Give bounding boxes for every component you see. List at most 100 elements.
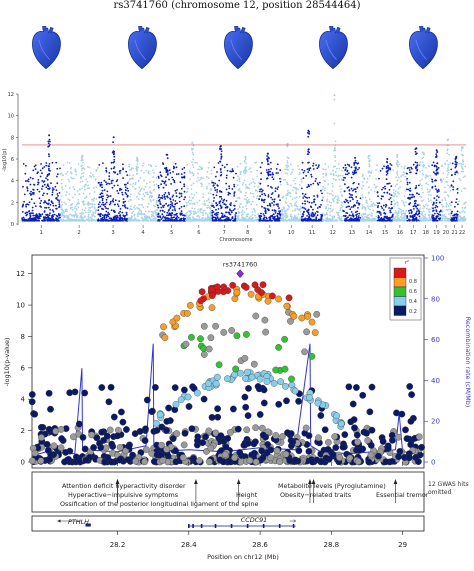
manhattan-point (271, 198, 274, 201)
manhattan-point (458, 200, 461, 203)
manhattan-point (259, 166, 262, 169)
manhattan-point (197, 210, 200, 213)
manhattan-point (61, 203, 63, 206)
manhattan-point (82, 175, 85, 178)
manhattan-point (100, 192, 103, 195)
manhattan-point (324, 214, 327, 216)
manhattan-point (170, 214, 173, 217)
snp-point (273, 447, 281, 455)
manhattan-point (403, 219, 406, 222)
manhattan-point (459, 218, 462, 221)
recombination-y-label: Recombination rate (cM/Mb) (464, 317, 472, 408)
snp-point (46, 456, 54, 463)
manhattan-point (376, 191, 379, 193)
manhattan-point (321, 199, 324, 202)
manhattan-point (119, 219, 122, 222)
manhattan-point (229, 209, 232, 212)
snp-point (90, 444, 97, 451)
manhattan-point (176, 189, 178, 191)
manhattan-point (253, 209, 256, 211)
manhattan-point (308, 219, 310, 222)
manhattan-point (294, 182, 297, 185)
manhattan-point (48, 167, 50, 170)
manhattan-point (314, 180, 317, 183)
manhattan-point (451, 210, 453, 213)
manhattan-point (94, 178, 97, 181)
manhattan-point (202, 177, 204, 180)
manhattan-point (316, 194, 319, 197)
manhattan-point (101, 207, 103, 210)
manhattan-point (292, 168, 294, 171)
manhattan-point (122, 163, 124, 166)
manhattan-point (36, 172, 39, 175)
manhattan-point (296, 217, 299, 220)
manhattan-point (159, 197, 162, 199)
manhattan-point (273, 198, 276, 201)
manhattan-point (114, 203, 116, 206)
manhattan-point (74, 193, 76, 196)
manhattan-point (68, 193, 71, 195)
manhattan-point (98, 196, 101, 199)
manhattan-point (353, 181, 355, 184)
manhattan-point (52, 214, 54, 216)
manhattan-point (294, 202, 297, 205)
manhattan-point (107, 215, 110, 218)
manhattan-point (43, 180, 46, 183)
manhattan-point (110, 182, 113, 185)
manhattan-point (348, 192, 351, 195)
manhattan-point (263, 214, 266, 217)
manhattan-point (192, 210, 195, 213)
manhattan-point (386, 172, 389, 175)
manhattan-point (33, 202, 36, 205)
manhattan-point (303, 210, 305, 213)
snp-point (412, 454, 420, 461)
manhattan-point (441, 210, 444, 213)
manhattan-point (235, 214, 238, 217)
manhattan-point (165, 202, 168, 205)
manhattan-point (435, 188, 437, 191)
manhattan-point (254, 211, 256, 213)
manhattan-point (47, 142, 50, 145)
manhattan-point (210, 172, 213, 175)
manhattan-point (80, 214, 82, 217)
manhattan-point (405, 217, 407, 220)
manhattan-point (48, 169, 50, 172)
manhattan-point (137, 207, 140, 210)
manhattan-point (422, 153, 425, 156)
manhattan-point (290, 202, 292, 205)
manhattan-point (157, 212, 160, 215)
manhattan-point (285, 164, 288, 167)
manhattan-point (212, 185, 215, 187)
manhattan-point (132, 210, 135, 213)
manhattan-point (392, 189, 395, 191)
manhattan-y-tick-label: 10 (8, 114, 14, 120)
manhattan-point (240, 214, 243, 216)
manhattan-point (23, 200, 25, 203)
manhattan-point (349, 194, 352, 196)
manhattan-point (338, 199, 340, 202)
manhattan-point (125, 193, 128, 196)
snp-point (119, 418, 127, 426)
manhattan-point (108, 183, 111, 185)
manhattan-point (170, 216, 173, 219)
manhattan-point (110, 161, 113, 164)
manhattan-point (348, 219, 350, 222)
manhattan-point (464, 165, 467, 168)
manhattan-point (196, 219, 199, 221)
manhattan-point (296, 205, 299, 208)
manhattan-point (435, 216, 438, 219)
manhattan-point (375, 185, 378, 188)
manhattan-point (51, 218, 54, 221)
manhattan-point (350, 166, 353, 169)
manhattan-point (244, 158, 247, 160)
manhattan-point (292, 186, 295, 189)
manhattan-point (416, 204, 419, 207)
manhattan-point (385, 174, 388, 176)
manhattan-point (282, 206, 285, 209)
snp-point (125, 442, 133, 450)
manhattan-point (350, 187, 353, 190)
manhattan-point (72, 196, 74, 199)
manhattan-x-tick-label: 14 (366, 230, 372, 236)
manhattan-point (113, 210, 115, 213)
manhattan-point (171, 176, 174, 179)
